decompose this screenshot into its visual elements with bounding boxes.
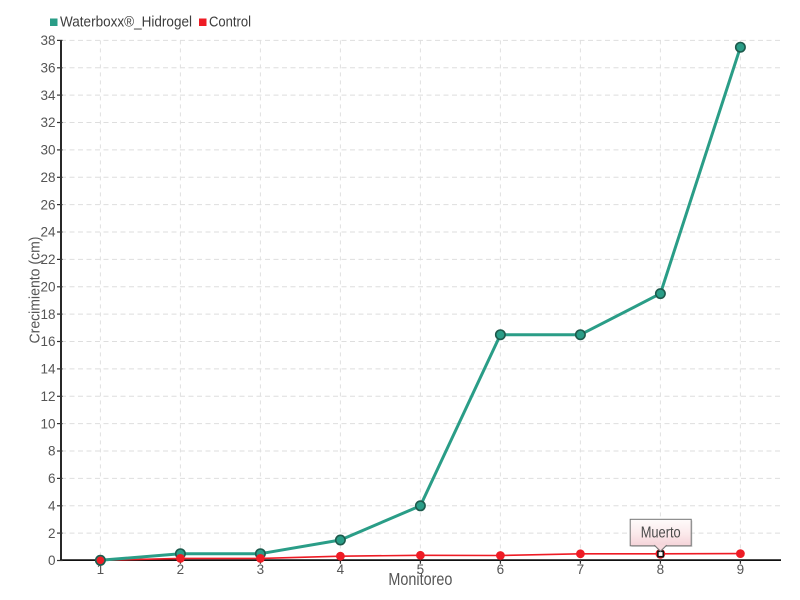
svg-text:14: 14 bbox=[40, 362, 56, 377]
svg-text:2: 2 bbox=[177, 562, 185, 577]
svg-text:36: 36 bbox=[40, 61, 55, 76]
svg-text:Monitoreo: Monitoreo bbox=[388, 569, 452, 589]
svg-text:38: 38 bbox=[40, 33, 55, 48]
svg-text:34: 34 bbox=[40, 88, 56, 103]
svg-text:Crecimiento (cm): Crecimiento (cm) bbox=[27, 237, 44, 344]
svg-text:8: 8 bbox=[657, 562, 665, 577]
svg-text:18: 18 bbox=[40, 307, 55, 322]
svg-text:20: 20 bbox=[40, 280, 55, 295]
svg-text:6: 6 bbox=[48, 471, 56, 486]
svg-text:16: 16 bbox=[40, 334, 55, 349]
svg-text:5: 5 bbox=[417, 562, 425, 577]
svg-text:2: 2 bbox=[48, 526, 56, 541]
svg-text:28: 28 bbox=[40, 170, 55, 185]
svg-text:10: 10 bbox=[40, 416, 55, 431]
svg-text:12: 12 bbox=[40, 389, 55, 404]
svg-text:4: 4 bbox=[48, 499, 56, 514]
svg-text:30: 30 bbox=[40, 143, 55, 158]
svg-text:6: 6 bbox=[497, 562, 505, 577]
svg-text:1: 1 bbox=[97, 562, 105, 577]
svg-text:32: 32 bbox=[40, 115, 55, 130]
svg-text:8: 8 bbox=[48, 444, 56, 459]
svg-text:Waterboxx®_Hidrogel: Waterboxx®_Hidrogel bbox=[60, 15, 192, 31]
svg-text:26: 26 bbox=[40, 197, 55, 212]
svg-text:4: 4 bbox=[337, 562, 345, 577]
svg-text:Control: Control bbox=[209, 15, 251, 31]
svg-text:7: 7 bbox=[577, 562, 585, 577]
svg-text:9: 9 bbox=[737, 562, 745, 577]
svg-text:24: 24 bbox=[40, 225, 56, 240]
svg-text:3: 3 bbox=[257, 562, 265, 577]
svg-text:22: 22 bbox=[40, 252, 55, 267]
svg-text:0: 0 bbox=[48, 553, 56, 568]
svg-text:Muerto: Muerto bbox=[641, 524, 681, 541]
